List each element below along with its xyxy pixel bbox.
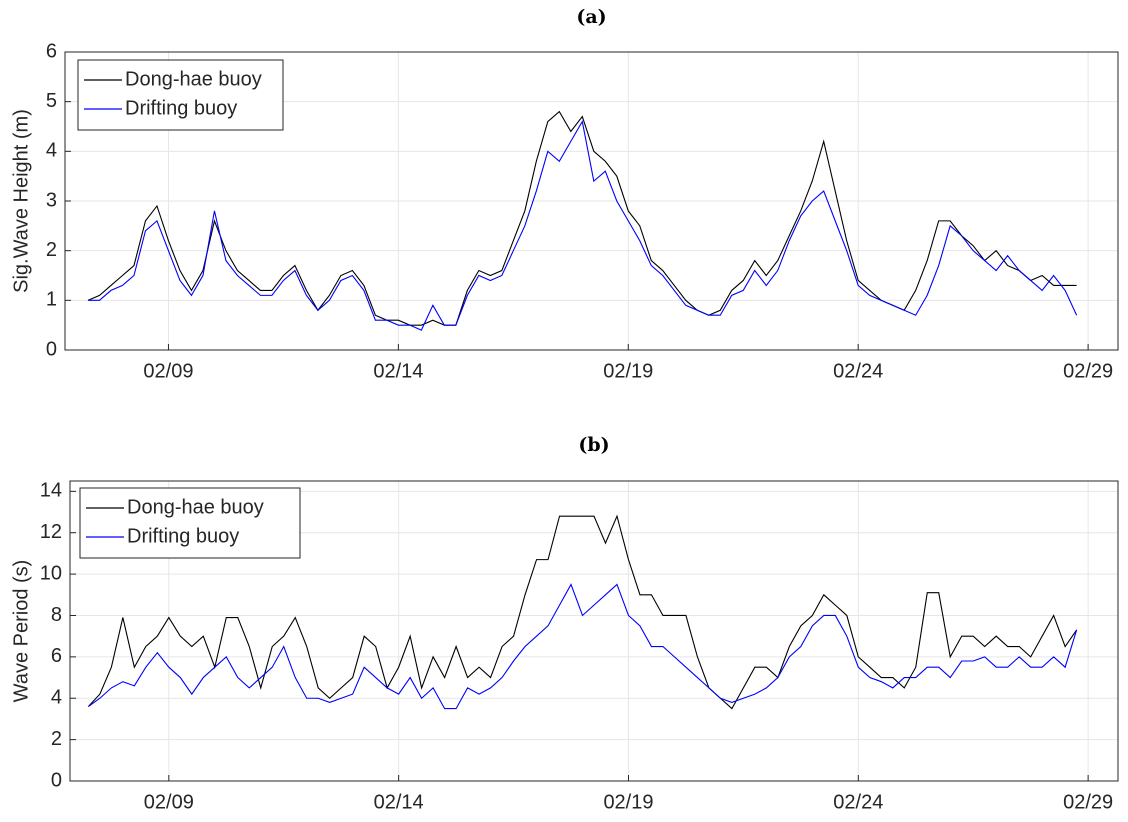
y-tick-label: 2 bbox=[46, 239, 57, 261]
chart-title: (b) bbox=[578, 434, 609, 456]
axes-box bbox=[64, 51, 1119, 351]
y-tick-label: 3 bbox=[46, 189, 57, 211]
x-tick-label: 02/19 bbox=[603, 360, 653, 382]
x-tick-label: 02/09 bbox=[143, 360, 193, 382]
y-axis-label: Wave Period (s) bbox=[10, 560, 32, 703]
legend-label: Drifting buoy bbox=[125, 97, 237, 119]
x-tick-label: 02/29 bbox=[1063, 791, 1113, 813]
y-tick-label: 0 bbox=[51, 769, 62, 791]
x-tick-label: 02/09 bbox=[144, 791, 194, 813]
y-tick-label: 0 bbox=[46, 338, 57, 360]
data-line bbox=[87, 110, 1077, 326]
data-line bbox=[87, 119, 1078, 331]
y-tick-label: 8 bbox=[51, 604, 62, 626]
y-tick-label: 6 bbox=[46, 40, 57, 62]
legend-label: Dong-hae buoy bbox=[127, 496, 264, 518]
x-tick-label: 02/24 bbox=[833, 791, 883, 813]
y-tick-label: 5 bbox=[46, 90, 57, 112]
legend-label: Drifting buoy bbox=[127, 525, 239, 547]
y-tick-label: 14 bbox=[40, 480, 62, 502]
x-tick-label: 02/24 bbox=[833, 360, 883, 382]
x-tick-label: 02/14 bbox=[373, 360, 423, 382]
x-tick-label: 02/14 bbox=[374, 791, 424, 813]
y-tick-label: 4 bbox=[46, 140, 57, 162]
y-tick-label: 4 bbox=[51, 687, 62, 709]
y-tick-label: 10 bbox=[40, 562, 62, 584]
y-tick-label: 12 bbox=[40, 521, 62, 543]
y-axis-label: Sig.Wave Height (m) bbox=[10, 109, 32, 293]
y-tick-label: 6 bbox=[51, 645, 62, 667]
chart-title: (a) bbox=[576, 6, 606, 28]
axes-box bbox=[69, 480, 1119, 782]
legend-box bbox=[79, 487, 301, 559]
legend-label: Dong-hae buoy bbox=[125, 68, 262, 90]
y-tick-label: 1 bbox=[46, 289, 57, 311]
y-tick-label: 2 bbox=[51, 728, 62, 750]
x-tick-label: 02/29 bbox=[1063, 360, 1113, 382]
data-line bbox=[87, 514, 1078, 710]
legend-box bbox=[77, 59, 284, 131]
x-tick-label: 02/19 bbox=[603, 791, 653, 813]
data-line bbox=[88, 583, 1078, 710]
